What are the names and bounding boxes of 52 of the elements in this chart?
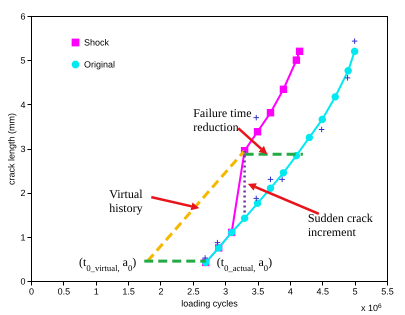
point: [278, 176, 286, 183]
point: [240, 214, 248, 222]
y-tick-label: 5: [20, 56, 26, 66]
point: [267, 176, 274, 183]
point: [253, 195, 260, 202]
x-tick-label: 4: [288, 286, 293, 296]
point: [318, 116, 326, 124]
point: [296, 48, 304, 56]
point: [344, 67, 352, 74]
y-tick-label: 0: [20, 276, 26, 286]
x-tick-label: 2: [158, 286, 164, 296]
x-tick-label: 5: [352, 286, 358, 296]
point: [254, 200, 262, 207]
x-tick-label: 5.5: [381, 286, 394, 296]
x-tick-label: 0.5: [58, 286, 70, 296]
annotation: (t$_{0_actual,}$ a$_{0}$): [216, 255, 272, 274]
point: [332, 93, 339, 101]
x-tick-label: 1: [94, 286, 99, 296]
x-tick-label: 3: [223, 286, 228, 296]
x-tick-label: 2.5: [187, 286, 200, 296]
point: [292, 56, 300, 64]
y-tick-label: 1: [20, 232, 26, 242]
point: [318, 126, 325, 133]
point: [306, 134, 314, 142]
legend-label: Original: [84, 60, 116, 70]
annotation: (t$_{0_virtual,}$ a$_{0}$): [78, 255, 136, 274]
point: [253, 114, 260, 121]
x-axis-title: loading cycles: [181, 298, 238, 308]
point: [280, 169, 288, 176]
y-tick-label: 4: [20, 100, 26, 110]
y-axis-title: crack length (mm): [6, 112, 16, 186]
point: [351, 38, 358, 44]
point: [254, 128, 262, 136]
x-tick-label: 4.5: [316, 286, 330, 296]
point: [202, 254, 208, 262]
annotation: Sudden crack increment: [308, 210, 373, 239]
point: [214, 239, 221, 246]
x-tick-label: 3.5: [252, 286, 264, 296]
point: [266, 109, 274, 116]
point: [344, 74, 351, 82]
y-tick-label: 3: [20, 144, 26, 154]
annotation: Virtual history: [109, 187, 144, 216]
x-tick-label: 0: [28, 286, 34, 296]
legend-label: Shock: [84, 38, 110, 48]
text: x 10$^{6}$: [361, 302, 382, 313]
point: [350, 48, 358, 56]
point: [280, 86, 288, 94]
x-tick-label: 1.5: [122, 286, 135, 296]
y-tick-label: 2: [20, 188, 26, 198]
point: [266, 184, 274, 192]
y-tick-label: 6: [20, 12, 26, 22]
annotation: Failure time reduction: [193, 106, 252, 134]
